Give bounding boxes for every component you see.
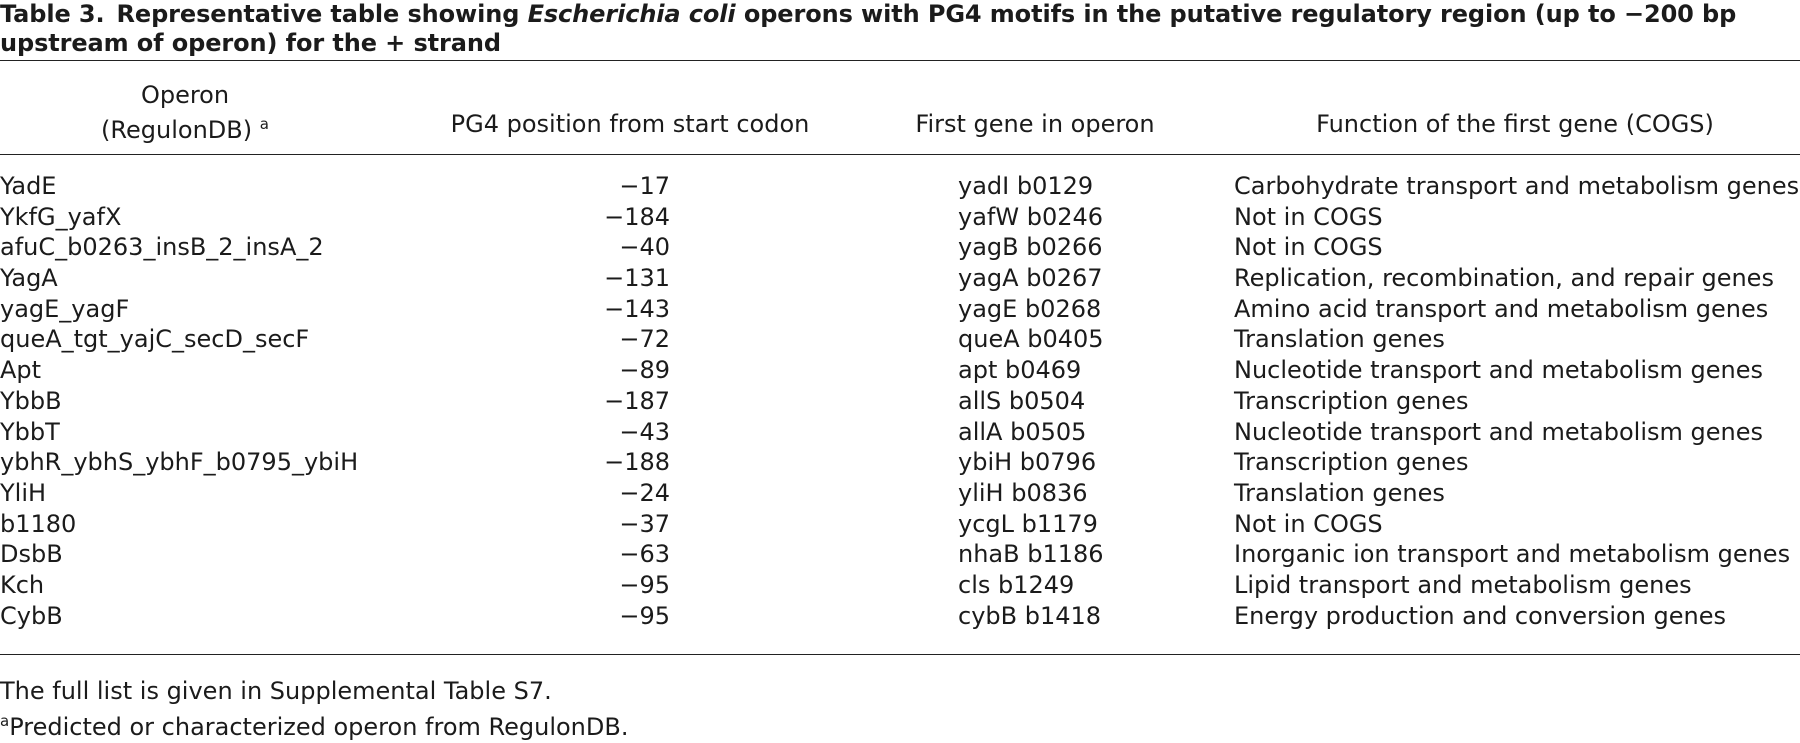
header-rule — [0, 154, 1800, 155]
cell-function: Not in COGS — [1234, 509, 1383, 538]
cell-operon: YbbB — [0, 386, 62, 415]
cell-position: −89 — [619, 356, 670, 385]
cell-first-gene: yagA b0267 — [958, 264, 1103, 293]
cell-function: Nucleotide transport and metabolism gene… — [1234, 417, 1763, 446]
cell-position: −184 — [604, 202, 670, 231]
cell-function: Translation genes — [1234, 478, 1445, 507]
cell-first-gene: cls b1249 — [958, 570, 1075, 599]
header-operon: Operon (RegulonDB) a — [85, 81, 285, 145]
cell-function: Energy production and conversion genes — [1234, 601, 1727, 630]
cell-first-gene: cybB b1418 — [958, 601, 1102, 630]
table-row: DsbB −63 nhaB b1186 Inorganic ion transport… — [0, 539, 1800, 570]
table-row: YbbT −43 allA b0505 Nucleotide transport an… — [0, 417, 1800, 448]
table-row: YkfG_yafX −184 yafW b0246 Not in COGS — [0, 202, 1800, 233]
header-function: Function of the first gene (COGS) — [1316, 110, 1714, 138]
cell-first-gene: yadI b0129 — [958, 172, 1094, 200]
cell-operon: YadE — [0, 172, 57, 200]
cell-operon: YbbT — [0, 417, 60, 446]
table-row: yagE_yagF −143 yagE b0268 Amino acid transp… — [0, 294, 1800, 325]
top-rule — [0, 60, 1800, 61]
cell-position: −40 — [619, 233, 670, 262]
table-body: YadE −17 yadI b0129 Carbohydrate transport … — [0, 171, 1800, 631]
cell-position: −131 — [604, 264, 670, 293]
cell-first-gene: queA b0405 — [958, 325, 1104, 354]
header-first-gene: First gene in operon — [915, 110, 1155, 138]
cell-first-gene: yagB b0266 — [958, 233, 1103, 262]
table-caption: Table 3. Representative table showing Esc… — [0, 0, 1790, 58]
cell-first-gene: yafW b0246 — [958, 202, 1104, 231]
cell-first-gene: yagE b0268 — [958, 294, 1102, 323]
table-row: YliH −24 yliH b0836 Translation genes — [0, 478, 1800, 509]
header-position: PG4 position from start codon — [450, 110, 810, 138]
cell-operon: YagA — [0, 264, 58, 293]
header-operon-sup: a — [259, 115, 269, 133]
caption-text-before: Representative table showing — [116, 0, 528, 28]
table-row: YagA −131 yagA b0267 Replication, recombina… — [0, 263, 1800, 294]
cell-function: Amino acid transport and metabolism gene… — [1234, 294, 1769, 323]
cell-position: −72 — [619, 325, 670, 354]
cell-first-gene: ybiH b0796 — [958, 448, 1097, 477]
cell-function: Carbohydrate transport and metabolism ge… — [1234, 172, 1800, 200]
cell-position: −143 — [604, 294, 670, 323]
cell-function: Transcription genes — [1234, 448, 1469, 477]
cell-position: −95 — [619, 601, 670, 630]
cell-position: −24 — [619, 478, 670, 507]
caption-text-after: operons with PG4 motifs in the putative … — [0, 0, 1737, 57]
header-operon-line1: Operon — [140, 81, 230, 109]
cell-first-gene: apt b0469 — [958, 356, 1082, 385]
table-row: CybB −95 cybB b1418 Energy production and c… — [0, 601, 1800, 632]
table-label: Table 3. — [0, 0, 105, 28]
table-row: YadE −17 yadI b0129 Carbohydrate transport … — [0, 171, 1800, 202]
cell-first-gene: yliH b0836 — [958, 478, 1088, 507]
cell-function: Nucleotide transport and metabolism gene… — [1234, 356, 1763, 385]
cell-operon: CybB — [0, 601, 63, 630]
table-row: ybhR_ybhS_ybhF_b0795_ybiH −188 ybiH b0796 T… — [0, 447, 1800, 478]
cell-operon: DsbB — [0, 540, 63, 569]
footnote-a-text: Predicted or characterized operon from R… — [9, 713, 629, 741]
cell-function: Lipid transport and metabolism genes — [1234, 570, 1692, 599]
cell-position: −43 — [619, 417, 670, 446]
table-row: b1180 −37 ycgL b1179 Not in COGS — [0, 509, 1800, 540]
caption-species: Escherichia coli — [527, 0, 736, 28]
cell-function: Translation genes — [1234, 325, 1445, 354]
cell-operon: b1180 — [0, 509, 77, 538]
cell-operon: yagE_yagF — [0, 294, 130, 323]
table-row: Kch −95 cls b1249 Lipid transport and metab… — [0, 570, 1800, 601]
cell-function: Transcription genes — [1234, 386, 1469, 415]
bottom-rule — [0, 654, 1800, 655]
cell-position: −95 — [619, 570, 670, 599]
cell-operon: ybhR_ybhS_ybhF_b0795_ybiH — [0, 448, 359, 477]
cell-function: Replication, recombination, and repair g… — [1234, 264, 1774, 293]
cell-first-gene: allA b0505 — [958, 417, 1087, 446]
cell-position: −37 — [619, 509, 670, 538]
cell-operon: YkfG_yafX — [0, 202, 122, 231]
cell-first-gene: ycgL b1179 — [958, 509, 1098, 538]
cell-operon: Apt — [0, 356, 42, 385]
cell-function: Inorganic ion transport and metabolism g… — [1234, 540, 1791, 569]
cell-operon: queA_tgt_yajC_secD_secF — [0, 325, 310, 354]
header-operon-line2: (RegulonDB) a — [101, 115, 269, 144]
table-row: YbbB −187 allS b0504 Transcription genes — [0, 386, 1800, 417]
cell-operon: afuC_b0263_insB_2_insA_2 — [0, 233, 324, 262]
footnote-full-list: The full list is given in Supplemental T… — [0, 677, 552, 705]
cell-position: −187 — [604, 386, 670, 415]
cell-function: Not in COGS — [1234, 202, 1383, 231]
footnote-a: aPredicted or characterized operon from … — [0, 706, 628, 743]
cell-position: −63 — [619, 540, 670, 569]
cell-position: −188 — [604, 448, 670, 477]
cell-first-gene: allS b0504 — [958, 386, 1086, 415]
cell-operon: Kch — [0, 570, 45, 599]
cell-operon: YliH — [0, 478, 47, 507]
cell-first-gene: nhaB b1186 — [958, 540, 1104, 569]
cell-position: −17 — [619, 172, 670, 200]
table-row: Apt −89 apt b0469 Nucleotide transport and … — [0, 355, 1800, 386]
table-row: afuC_b0263_insB_2_insA_2 −40 yagB b0266 Not… — [0, 232, 1800, 263]
footnote-a-marker: a — [0, 712, 10, 730]
cell-function: Not in COGS — [1234, 233, 1383, 262]
table-row: queA_tgt_yajC_secD_secF −72 queA b0405 Tran… — [0, 324, 1800, 355]
